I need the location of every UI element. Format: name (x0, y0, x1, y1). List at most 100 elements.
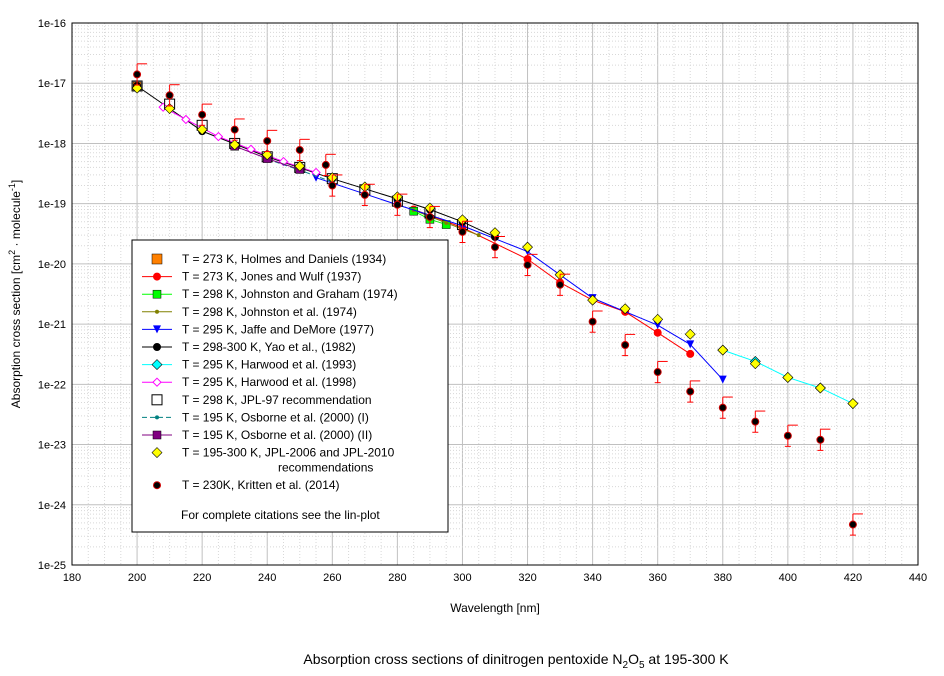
legend-item: T = 195 K, Osborne et al. (2000) (II) (142, 428, 372, 442)
data-point (213, 131, 224, 142)
x-axis-label: Wavelength [nm] (450, 601, 540, 615)
legend-label: T = 195 K, Osborne et al. (2000) (II) (182, 428, 372, 442)
x-tick-label: 240 (258, 572, 276, 584)
legend-label-line2: recommendations (278, 461, 373, 475)
x-tick-label: 380 (714, 572, 732, 584)
legend-marker (152, 430, 162, 440)
data-point (181, 114, 191, 125)
legend-item: T = 298 K, Johnston et al. (1974) (142, 305, 357, 319)
plot-frame (71, 22, 919, 566)
y-tick-label: 1e-21 (38, 319, 66, 331)
data-point (476, 233, 481, 238)
data-point (198, 110, 207, 119)
y-tick-label: 1e-24 (38, 500, 66, 512)
legend-label: T = 295 K, Harwood et al. (1993) (182, 358, 356, 372)
legend-marker (152, 377, 162, 387)
legend-label: T = 298 K, Johnston and Graham (1974) (182, 287, 398, 301)
legend-marker (153, 325, 161, 334)
legend-label: T = 295 K, Harwood et al. (1998) (182, 375, 356, 389)
y-tick-label: 1e-22 (38, 379, 66, 391)
chart-title: Absorption cross sections of dinitrogen … (303, 651, 729, 671)
x-tick-label: 300 (453, 572, 471, 584)
legend-item: T = 295 K, Harwood et al. (1998) (142, 375, 356, 389)
legend-label: T = 273 K, Holmes and Daniels (1934) (182, 252, 386, 266)
data-point (294, 160, 306, 172)
legend-marker (153, 481, 161, 490)
data-point (653, 328, 662, 337)
y-tick-label: 1e-17 (38, 78, 66, 90)
legend-label: T = 230K, Kritten et al. (2014) (182, 478, 340, 492)
x-tick-label: 260 (323, 572, 341, 584)
series-11 (131, 82, 859, 409)
legend-label: T = 298 K, Johnston et al. (1974) (182, 305, 357, 319)
x-tick-label: 400 (779, 572, 797, 584)
data-point (718, 403, 727, 412)
data-point (491, 243, 499, 252)
x-tick-label: 280 (388, 572, 406, 584)
data-point (131, 82, 143, 94)
data-point (328, 181, 337, 190)
y-tick-label: 1e-18 (38, 138, 66, 150)
data-point (522, 241, 533, 253)
data-point (229, 139, 241, 151)
data-point (751, 417, 760, 426)
data-point (621, 340, 630, 349)
data-point (686, 387, 695, 396)
legend-marker (155, 415, 159, 420)
data-point (848, 520, 857, 529)
x-tick-labels: 180 200 220 240 260 280 300 320 340 360 380 400 420 4… (63, 572, 927, 584)
data-point (653, 321, 662, 330)
legend-item: T = 298-300 K, Yao et al., (1982) (142, 340, 356, 354)
legend-item: T = 273 K, Holmes and Daniels (1934) (151, 252, 386, 266)
data-point (686, 349, 695, 358)
legend-item: T = 295 K, Jaffe and DeMore (1977) (142, 322, 374, 336)
data-point (263, 136, 272, 145)
x-tick-label: 180 (63, 572, 81, 584)
data-point (295, 145, 304, 154)
data-point (686, 340, 695, 349)
data-point (196, 124, 208, 135)
data-point (653, 368, 662, 377)
legend-marker (151, 447, 163, 459)
data-point (816, 435, 825, 444)
legend-item: T = 295 K, Harwood et al. (1993) (142, 358, 356, 372)
legend-marker (155, 309, 159, 314)
data-point (165, 91, 174, 100)
data-point (652, 313, 664, 325)
y-tick-label: 1e-20 (38, 259, 66, 271)
data-point (782, 372, 794, 383)
legend-label: T = 195-300 K, JPL-2006 and JPL-2010 (182, 446, 395, 460)
legend-marker (151, 253, 163, 265)
x-tick-label: 320 (518, 572, 536, 584)
data-point (360, 190, 369, 199)
legend-label: T = 298 K, JPL-97 recommendation (182, 393, 372, 407)
data-point (814, 382, 826, 394)
legend-marker (151, 359, 163, 371)
legend-item: T = 195-300 K, JPL-2006 and JPL-2010reco… (151, 446, 395, 475)
legend-marker (153, 272, 161, 281)
legend-item: T = 230K, Kritten et al. (2014) (153, 478, 340, 492)
data-point (444, 220, 449, 225)
legend-item: T = 298 K, Johnston and Graham (1974) (142, 287, 398, 301)
data-point (717, 344, 729, 356)
data-point (133, 70, 142, 79)
x-tick-label: 440 (909, 572, 927, 584)
y-axis-label: Absorption cross section [cm2 · molecule… (7, 180, 23, 408)
legend-label: T = 195 K, Osborne et al. (2000) (I) (182, 410, 369, 424)
legend-marker (151, 394, 163, 406)
legend-item: T = 195 K, Osborne et al. (2000) (I) (142, 410, 369, 424)
legend-label: T = 298-300 K, Yao et al., (1982) (182, 340, 356, 354)
x-tick-label: 220 (193, 572, 211, 584)
legend-marker (152, 289, 162, 299)
data-point (718, 375, 727, 384)
legend-marker (153, 343, 161, 351)
legend-note: For complete citations see the lin-plot (181, 508, 380, 522)
legend-box (131, 239, 449, 533)
data-point (587, 294, 599, 306)
data-point (458, 227, 467, 236)
x-tick-label: 340 (583, 572, 601, 584)
data-point (749, 358, 761, 370)
data-marks (131, 63, 863, 536)
